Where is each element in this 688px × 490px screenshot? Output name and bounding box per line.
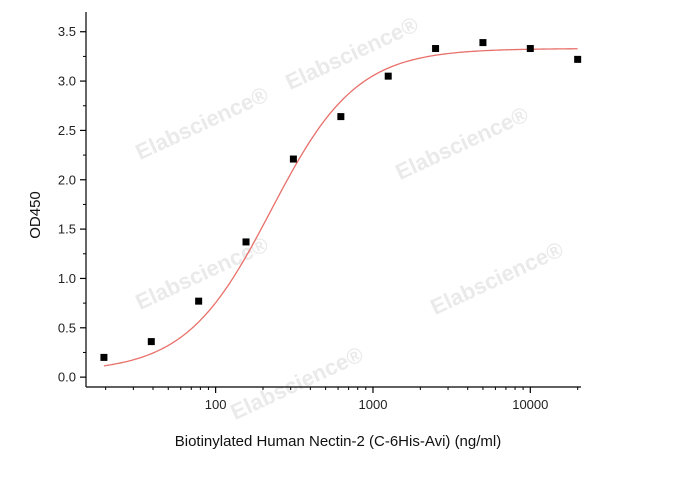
y-tick-label: 1.0 — [58, 271, 76, 286]
y-tick-label: 3.0 — [58, 74, 76, 89]
y-tick-label: 0.0 — [58, 370, 76, 385]
watermark-text: Elabscience® — [392, 102, 533, 185]
y-tick-label: 2.0 — [58, 172, 76, 187]
fit-curve-layer — [103, 48, 578, 367]
watermark-text: Elabscience® — [427, 237, 568, 320]
y-axis-label: OD450 — [27, 191, 44, 239]
data-point — [195, 297, 203, 305]
data-point — [100, 353, 108, 361]
data-point — [289, 155, 297, 163]
watermark-layer: Elabscience®Elabscience® Elabscience®Elab… — [132, 12, 568, 425]
data-point — [432, 45, 440, 53]
y-tick-label: 3.5 — [58, 24, 76, 39]
data-point — [242, 238, 250, 246]
x-tick-label: 10000 — [512, 397, 548, 412]
data-point — [479, 39, 487, 47]
data-point — [384, 72, 392, 80]
y-tick-label: 0.5 — [58, 320, 76, 335]
y-tick-label: 2.5 — [58, 123, 76, 138]
data-point — [147, 338, 155, 346]
fit-curve — [103, 48, 578, 367]
data-point — [574, 55, 582, 63]
y-tick-label: 1.5 — [58, 222, 76, 237]
axes: 0.0 0.5 1.0 1.5 2.0 2.5 3.0 3.5 100 1000 10000 — [58, 12, 581, 412]
watermark-text: Elabscience® — [227, 342, 368, 425]
watermark-text: Elabscience® — [282, 12, 423, 95]
data-points — [100, 39, 582, 361]
x-tick-label: 1000 — [359, 397, 388, 412]
watermark-text: Elabscience® — [132, 82, 273, 165]
x-axis-label: Biotinylated Human Nectin-2 (C-6His-Avi)… — [175, 433, 501, 450]
data-point — [337, 113, 345, 121]
data-point — [526, 45, 534, 53]
x-tick-label: 100 — [205, 397, 227, 412]
